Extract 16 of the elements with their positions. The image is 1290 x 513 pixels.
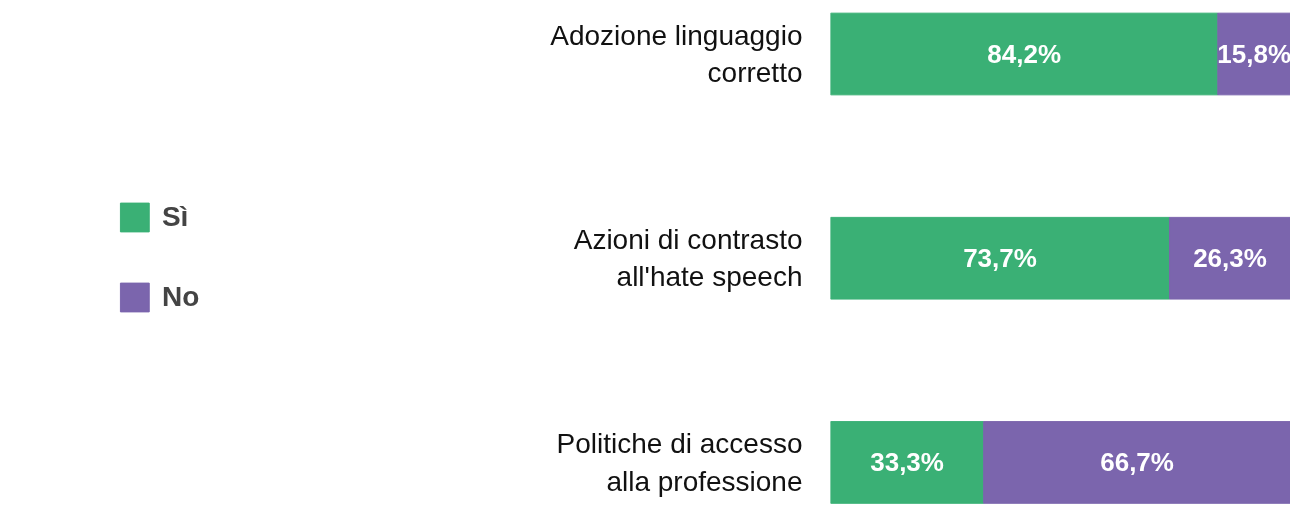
- bar: [830, 12, 1219, 96]
- data-label: 15,8%: [1217, 39, 1290, 70]
- bar: [1169, 216, 1290, 300]
- y-tick-label: Adozione linguaggio corretto: [550, 19, 803, 89]
- data-label: 26,3%: [1193, 243, 1267, 274]
- data-label: 84,2%: [987, 39, 1062, 70]
- data-label: 73,7%: [963, 243, 1037, 274]
- data-label: 33,3%: [870, 447, 944, 478]
- y-tick-label: Politiche di accesso alla professione: [556, 428, 803, 497]
- legend-label: No: [161, 280, 200, 313]
- y-tick-label: Azioni di contrasto all'hate speech: [573, 224, 803, 293]
- legend-label: Sì: [161, 200, 189, 233]
- data-label: 66,7%: [1100, 447, 1174, 478]
- bar: [830, 421, 985, 504]
- bar: [983, 421, 1290, 504]
- bar: [830, 216, 1171, 300]
